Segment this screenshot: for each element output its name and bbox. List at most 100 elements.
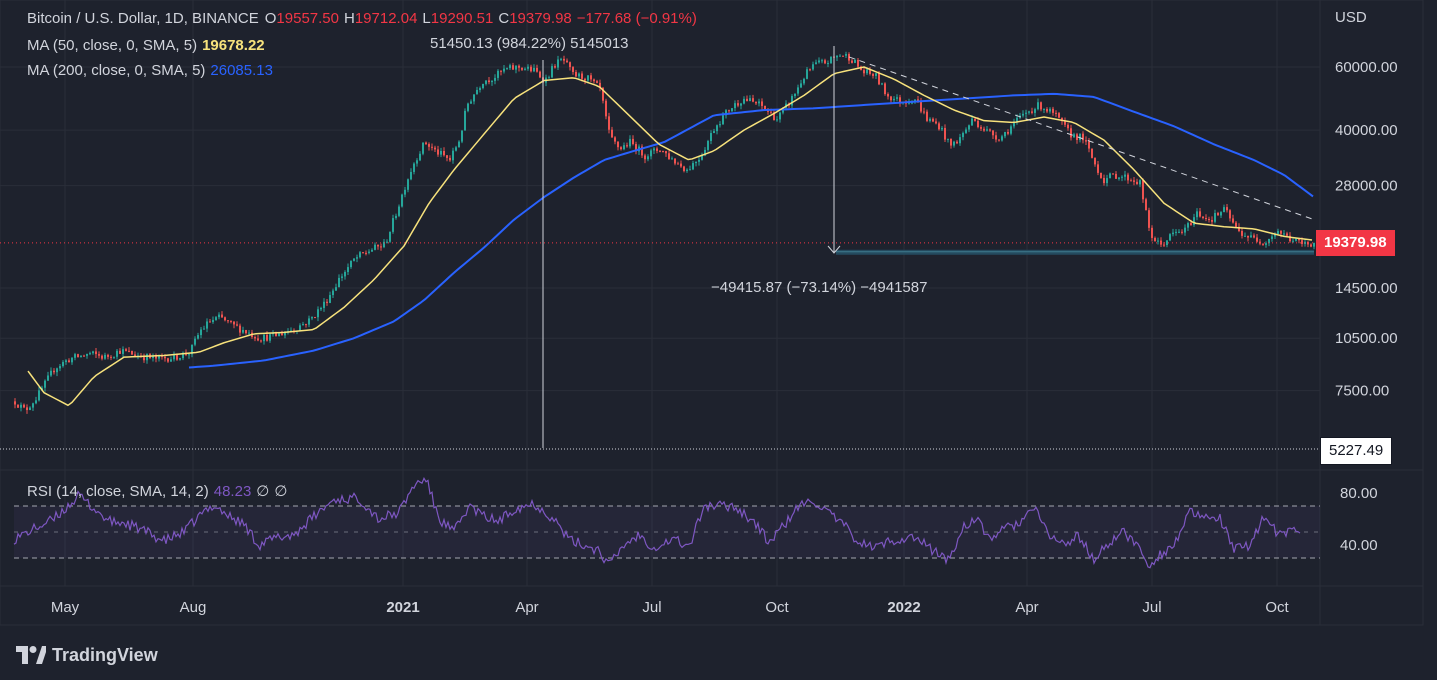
candle-body bbox=[1301, 240, 1303, 244]
candle-body bbox=[575, 71, 577, 77]
candle-body bbox=[866, 69, 868, 74]
candle-body bbox=[1190, 223, 1192, 225]
candle-body bbox=[491, 80, 493, 83]
ma200-value: 26085.13 bbox=[210, 62, 273, 79]
candle-body bbox=[1151, 227, 1153, 238]
candle-body bbox=[497, 70, 499, 78]
candle-body bbox=[35, 400, 37, 404]
candle-body bbox=[1154, 237, 1156, 242]
candle-body bbox=[521, 67, 523, 70]
candle-body bbox=[776, 119, 778, 121]
candle-body bbox=[143, 357, 145, 361]
measure-down-label: −49415.87 (−73.14%) −4941587 bbox=[711, 279, 927, 296]
candle-body bbox=[1295, 238, 1297, 241]
candle-body bbox=[128, 350, 130, 352]
candle-body bbox=[503, 68, 505, 72]
time-tick-label: 2021 bbox=[386, 599, 419, 616]
candle-body bbox=[122, 349, 124, 354]
candle-body bbox=[716, 125, 718, 132]
candle-body bbox=[416, 160, 418, 164]
candle-body bbox=[107, 354, 109, 357]
candle-body bbox=[377, 244, 379, 247]
candle-body bbox=[407, 179, 409, 190]
candle-body bbox=[815, 62, 817, 65]
ma50-path bbox=[27, 66, 1313, 407]
candle-body bbox=[1163, 244, 1165, 246]
candle-body bbox=[1184, 227, 1186, 233]
candle-body bbox=[1244, 235, 1246, 237]
time-tick-label: Oct bbox=[765, 599, 789, 616]
candle-body bbox=[1166, 240, 1168, 246]
candle-body bbox=[389, 231, 391, 242]
candle-body bbox=[305, 324, 307, 326]
candle-body bbox=[323, 301, 325, 308]
candle-body bbox=[359, 252, 361, 258]
candle-body bbox=[1034, 109, 1036, 113]
candle-body bbox=[1073, 134, 1075, 138]
candle-body bbox=[1085, 140, 1087, 142]
candle-body bbox=[1142, 180, 1144, 200]
candle-body bbox=[965, 129, 967, 133]
candle-body bbox=[1088, 141, 1090, 149]
candle-body bbox=[197, 335, 199, 339]
candle-body bbox=[362, 252, 364, 254]
candle-body bbox=[350, 260, 352, 268]
candle-body bbox=[566, 60, 568, 63]
candle-body bbox=[734, 103, 736, 109]
tradingview-brand[interactable]: TradingView bbox=[16, 643, 158, 667]
candle-body bbox=[308, 318, 310, 325]
candle-body bbox=[854, 59, 856, 63]
candle-body bbox=[281, 333, 283, 336]
candle-body bbox=[629, 138, 631, 147]
candle-body bbox=[1109, 173, 1111, 179]
candle-body bbox=[641, 146, 643, 156]
candle-body bbox=[689, 169, 691, 171]
candle-body bbox=[1082, 133, 1084, 141]
candle-body bbox=[77, 354, 79, 358]
candle-body bbox=[260, 340, 262, 342]
candle-body bbox=[887, 94, 889, 97]
candle-body bbox=[290, 330, 292, 332]
candle-body bbox=[608, 116, 610, 130]
candle-body bbox=[158, 355, 160, 359]
candle-body bbox=[539, 71, 541, 78]
candle-body bbox=[380, 246, 382, 248]
candle-body bbox=[803, 78, 805, 84]
ma200-legend[interactable]: MA (200, close, 0, SMA, 5) 26085.13 bbox=[27, 61, 278, 81]
candle-body bbox=[1157, 240, 1159, 242]
candle-body bbox=[116, 350, 118, 357]
candle-body bbox=[1007, 132, 1009, 134]
low-label: L bbox=[422, 10, 431, 27]
rsi-legend[interactable]: RSI (14, close, SMA, 14, 2) 48.23 ∅ ∅ bbox=[27, 482, 292, 502]
candle-body bbox=[1211, 220, 1213, 222]
ma50-legend[interactable]: MA (50, close, 0, SMA, 5) 19678.22 bbox=[27, 36, 270, 56]
rsi-value: 48.23 bbox=[213, 483, 252, 500]
candle-body bbox=[245, 330, 247, 334]
candle-body bbox=[50, 370, 52, 376]
candle-body bbox=[584, 78, 586, 81]
candle-body bbox=[656, 148, 658, 151]
candle-body bbox=[518, 65, 520, 68]
candle-body bbox=[20, 404, 22, 408]
candle-body bbox=[17, 404, 19, 408]
rsi-tick-label: 40.00 bbox=[1340, 537, 1378, 554]
candle-body bbox=[950, 138, 952, 146]
candle-body bbox=[632, 138, 634, 145]
candle-body bbox=[974, 118, 976, 121]
candle-body bbox=[332, 290, 334, 296]
candle-body bbox=[1193, 217, 1195, 225]
symbol-label[interactable]: Bitcoin / U.S. Dollar, 1D, BINANCE bbox=[27, 10, 259, 27]
candle-body bbox=[932, 118, 934, 122]
candle-body bbox=[1289, 235, 1291, 242]
change-value: −177.68 (−0.91%) bbox=[576, 10, 697, 27]
candle-body bbox=[611, 129, 613, 138]
candle-body bbox=[899, 97, 901, 104]
drawing-overlays: 51450.13 (984.22%) 5145013 −49415.87 (−73… bbox=[0, 35, 1320, 450]
candle-body bbox=[686, 169, 688, 172]
candle-body bbox=[335, 287, 337, 291]
candle-body bbox=[893, 98, 895, 101]
candle-body bbox=[977, 120, 979, 128]
candle-body bbox=[14, 401, 16, 405]
candle-body bbox=[806, 69, 808, 79]
